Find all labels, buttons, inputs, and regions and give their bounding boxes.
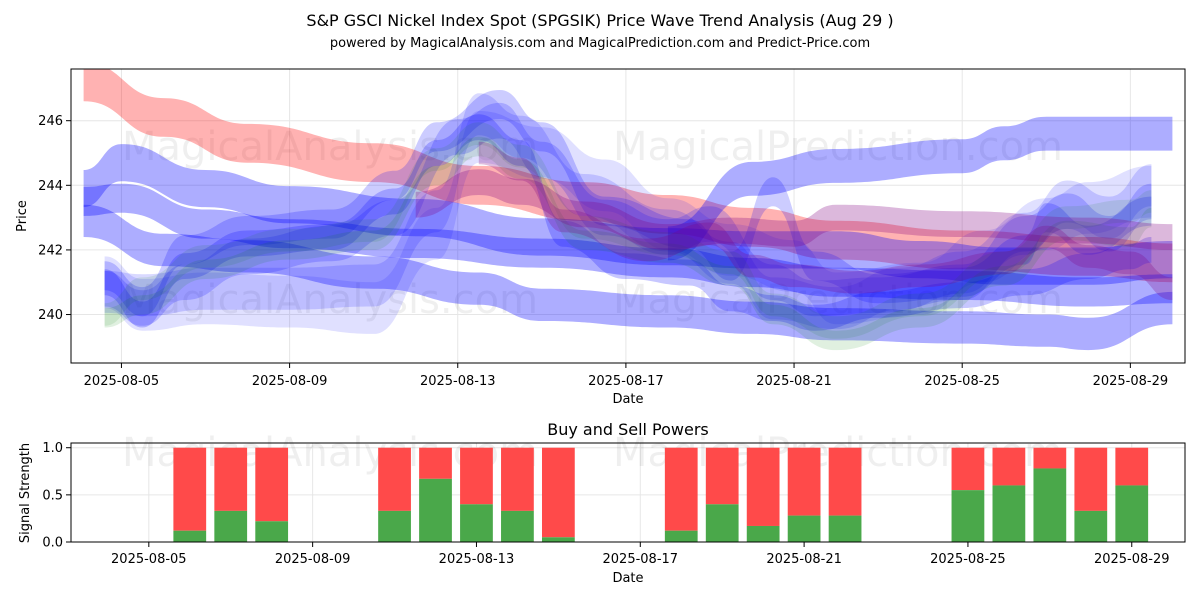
sell-power-bar [951, 447, 985, 491]
sell-power-bar [173, 447, 207, 531]
signal-x-axis-label: Date [612, 571, 643, 586]
buy-power-bar [378, 510, 411, 542]
wave-band-7 [104, 90, 1152, 317]
wave-band-5 [667, 116, 1173, 261]
sell-power-bar [746, 447, 780, 526]
sell-power-bar [664, 447, 698, 531]
price-x-tick-label: 2025-08-05 [84, 374, 160, 389]
price-y-tick-label: 242 [38, 243, 63, 258]
wave-band-9 [104, 93, 1152, 330]
buy-power-bar [214, 510, 248, 542]
buy-power-bar [787, 515, 821, 542]
sell-power-bar [828, 447, 862, 516]
signal-x-tick-label: 2025-08-05 [111, 552, 187, 567]
buy-power-bar [255, 521, 289, 542]
signal-y-tick-label: 0.0 [42, 536, 63, 551]
sell-power-bar [214, 447, 248, 511]
sell-power-bar [1074, 447, 1108, 511]
buy-power-bar [541, 537, 575, 542]
price-x-tick-label: 2025-08-29 [1093, 374, 1169, 389]
wave-band-12 [104, 122, 1152, 339]
buy-power-bar [460, 504, 493, 542]
price-grid [71, 69, 1185, 363]
watermark-analysis-mid: MagicalAnalysis.com [122, 277, 538, 323]
buy-power-bar [705, 504, 739, 542]
price-x-axis-label: Date [612, 392, 643, 407]
signal-chart-title: Buy and Sell Powers [547, 420, 709, 439]
buy-power-bar [419, 478, 452, 542]
signal-y-ticks: 0.0 0.5 1.0 [42, 441, 71, 551]
signal-x-ticks: 2025-08-05 2025-08-09 2025-08-13 2025-08-17… [111, 542, 1170, 567]
price-y-axis-label: Price [15, 200, 30, 232]
sell-power-bar [705, 447, 739, 505]
wave-band-11 [104, 136, 1152, 351]
buy-power-bar [664, 530, 698, 542]
wave-band-10 [104, 111, 1152, 334]
sell-power-bar [501, 447, 534, 511]
buy-power-bar [951, 490, 985, 542]
signal-x-tick-label: 2025-08-21 [766, 552, 842, 567]
signal-bars [173, 447, 1149, 542]
buy-power-bar [992, 485, 1026, 542]
sell-power-bar [1033, 447, 1067, 469]
price-x-tick-label: 2025-08-13 [420, 374, 496, 389]
wave-band-2 [83, 204, 1173, 351]
signal-y-axis-label: Signal Strength [18, 443, 33, 543]
price-y-ticks: 240 242 244 246 [38, 114, 71, 323]
sell-power-bar [460, 447, 493, 505]
price-x-tick-label: 2025-08-21 [756, 374, 832, 389]
buy-power-bar [746, 525, 780, 542]
signal-x-tick-label: 2025-08-25 [930, 552, 1006, 567]
signal-x-tick-label: 2025-08-17 [603, 552, 679, 567]
signal-plot-frame [70, 442, 1186, 543]
buy-power-bar [501, 510, 534, 542]
buy-power-bar [173, 530, 207, 542]
watermark-prediction-mid: MagicalPrediction.com [613, 277, 1063, 323]
wave-band-8 [104, 102, 1152, 326]
price-x-tick-label: 2025-08-25 [924, 374, 1000, 389]
price-y-tick-label: 246 [38, 114, 63, 129]
sell-power-bar [541, 447, 575, 538]
sell-power-bar [255, 447, 289, 522]
signal-y-tick-label: 0.5 [42, 488, 63, 503]
price-plot-frame [70, 68, 1186, 364]
price-x-tick-label: 2025-08-17 [588, 374, 664, 389]
price-watermarks: MagicalAnalysis.com MagicalPrediction.co… [122, 124, 1063, 323]
sell-power-bar [992, 447, 1026, 486]
price-y-tick-label: 240 [38, 308, 63, 323]
buy-power-bar [1115, 485, 1149, 542]
price-x-tick-label: 2025-08-09 [252, 374, 328, 389]
wave-band-1 [83, 69, 1173, 283]
signal-x-tick-label: 2025-08-09 [275, 552, 351, 567]
sell-power-bar [378, 447, 411, 511]
buy-power-bar [828, 515, 862, 542]
signal-x-tick-label: 2025-08-29 [1094, 552, 1170, 567]
wave-band-13 [415, 169, 1173, 250]
buy-power-bar [1033, 468, 1067, 542]
chart-title: S&P GSCI Nickel Index Spot (SPGSIK) Pric… [306, 11, 893, 30]
sell-power-bar [1115, 447, 1149, 486]
signal-y-tick-label: 1.0 [42, 441, 63, 456]
buy-power-bar [1074, 510, 1108, 542]
wave-band-3 [83, 144, 1173, 285]
price-x-ticks: 2025-08-05 2025-08-09 2025-08-13 2025-08-17… [84, 363, 1168, 389]
sell-power-bar [419, 447, 452, 479]
chart-subtitle: powered by MagicalAnalysis.com and Magic… [330, 36, 870, 51]
watermark-analysis-top: MagicalAnalysis.com [122, 124, 538, 170]
price-y-tick-label: 244 [38, 179, 63, 194]
price-wave-bands [83, 69, 1173, 351]
wave-band-4 [83, 183, 1173, 307]
watermark-prediction-top: MagicalPrediction.com [613, 124, 1063, 170]
wave-band-14 [478, 141, 1173, 300]
signal-x-tick-label: 2025-08-13 [439, 552, 515, 567]
sell-power-bar [787, 447, 821, 516]
